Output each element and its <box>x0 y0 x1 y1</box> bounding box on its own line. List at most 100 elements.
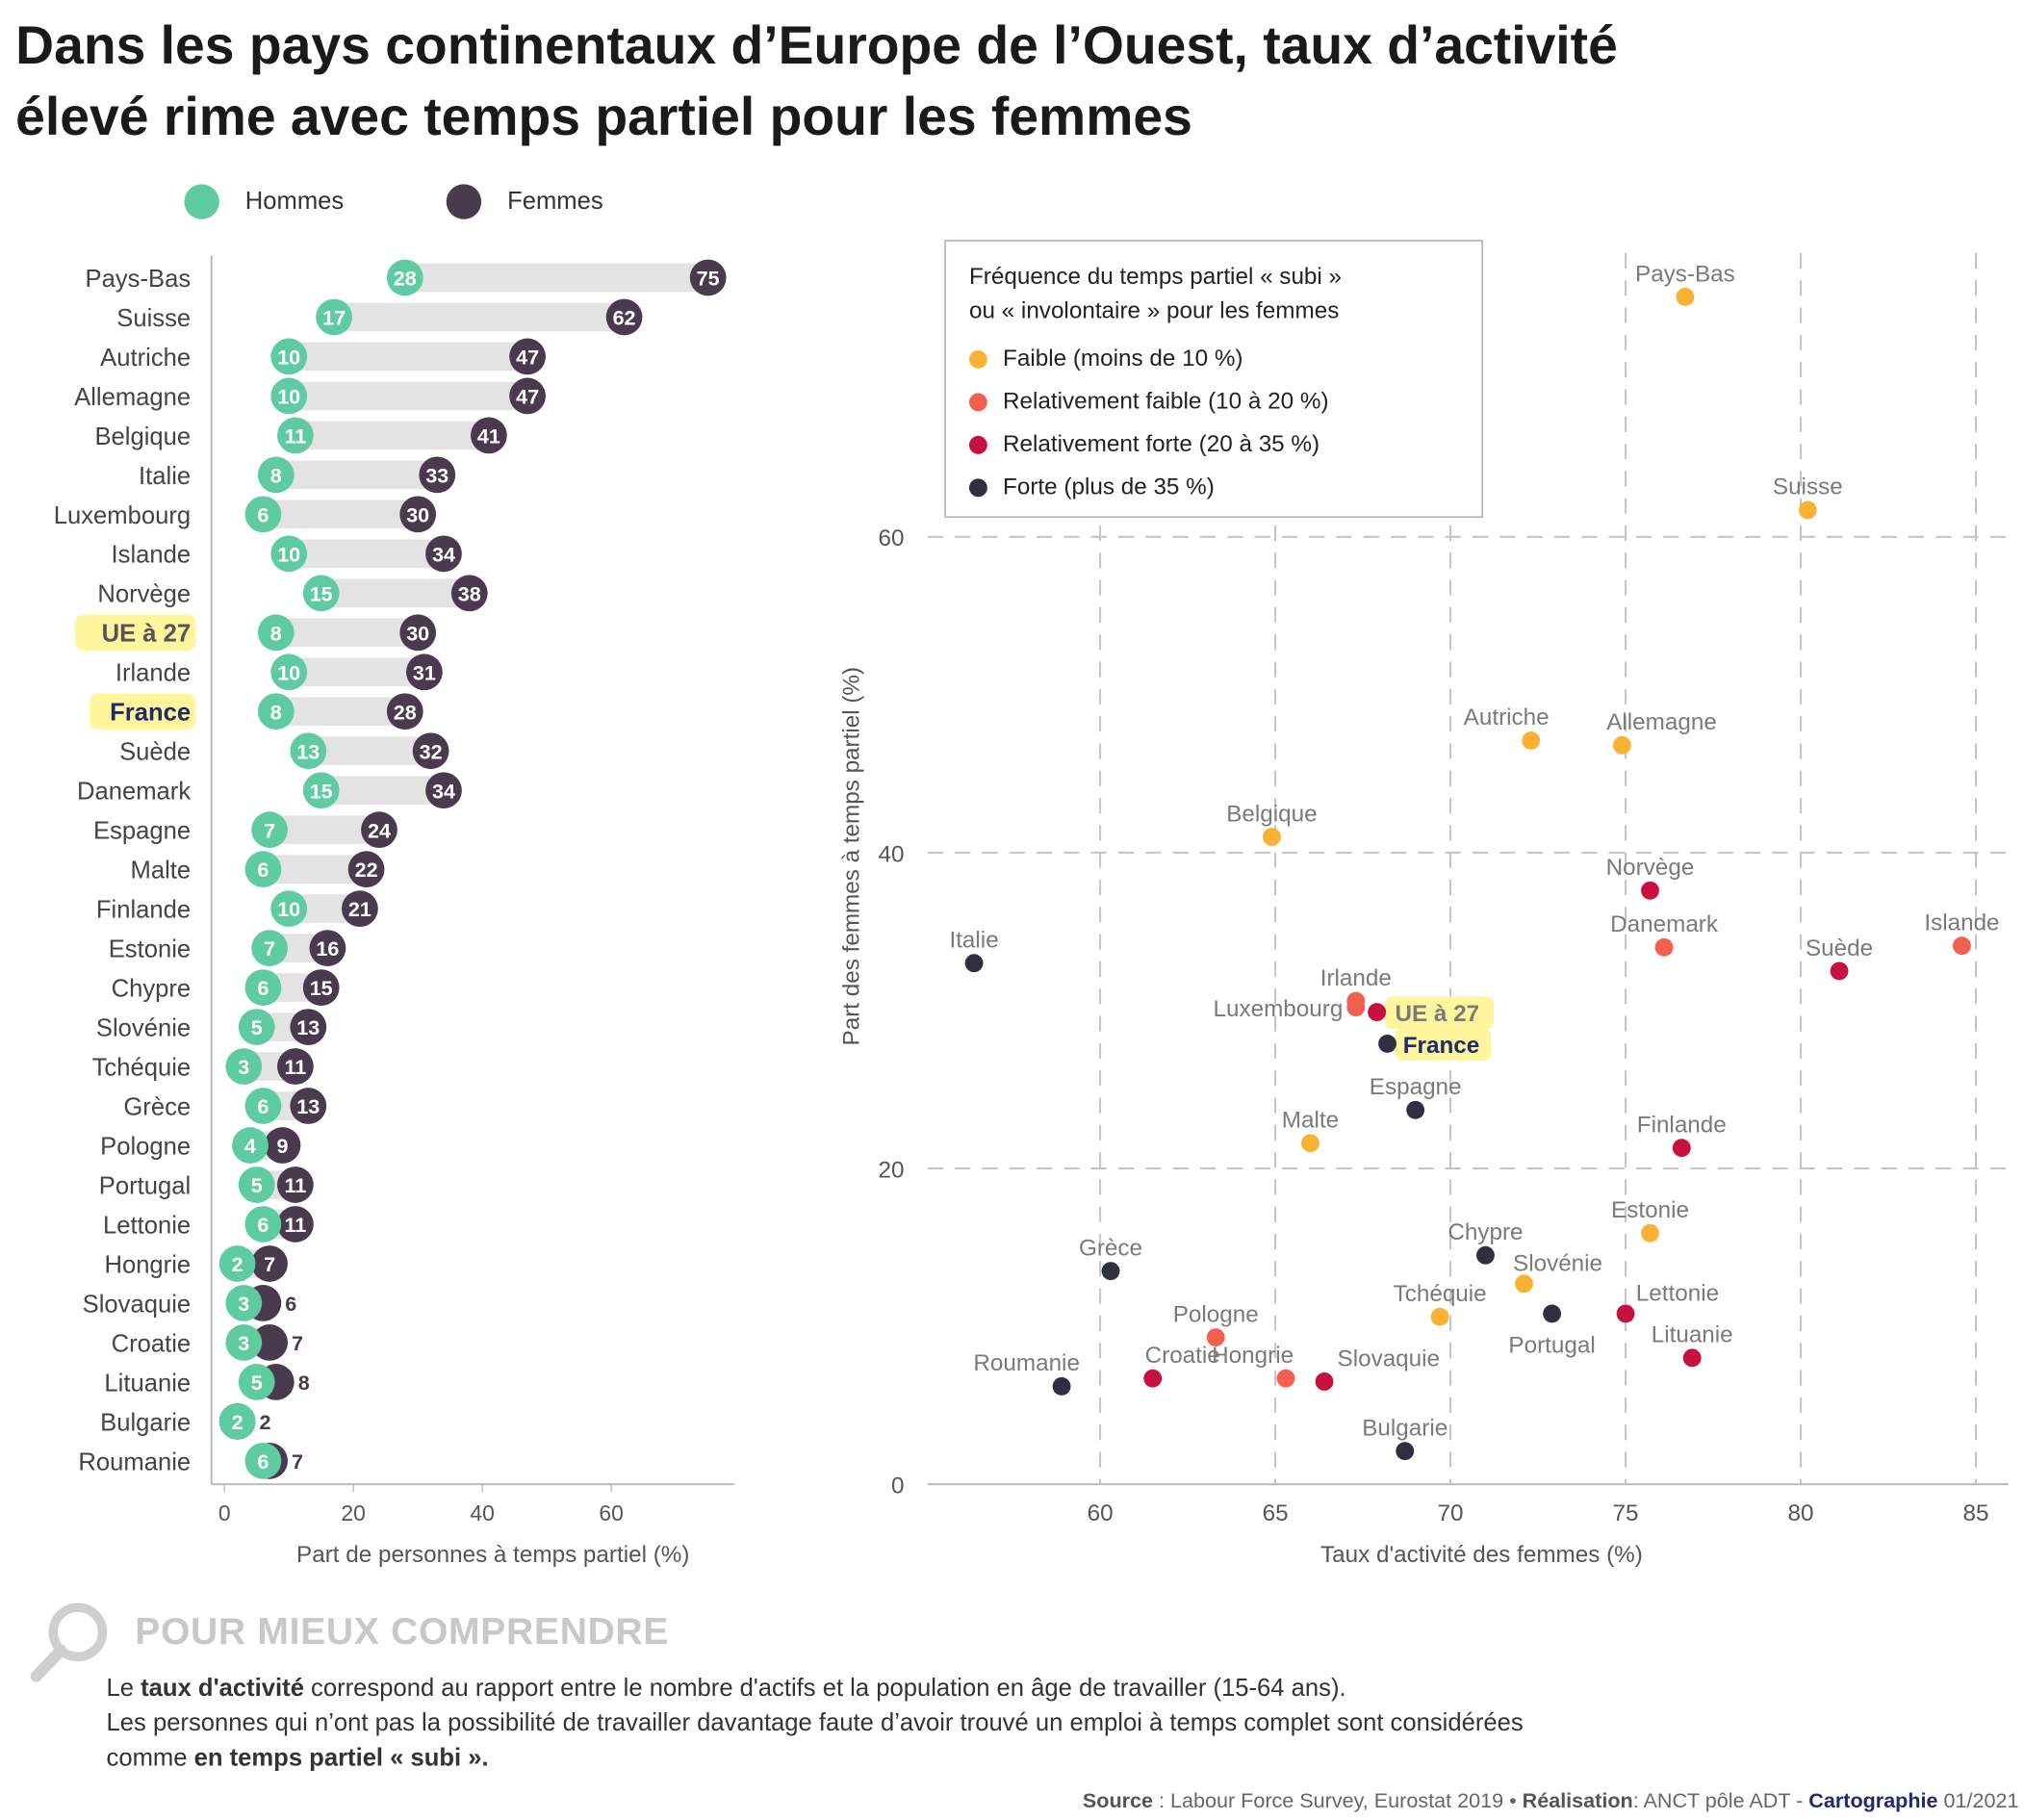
x-axis-label: Part de personnes à temps partiel (%) <box>296 1542 689 1568</box>
hommes-dot <box>257 614 295 652</box>
x-tick-label: 60 <box>1088 1500 1114 1526</box>
range-bar <box>289 342 528 372</box>
t: comme <box>106 1745 194 1773</box>
femmes-value: 31 <box>413 660 436 684</box>
point-label: Chypre <box>1448 1219 1523 1245</box>
femmes-dot <box>689 259 727 296</box>
x-tick-label: 85 <box>1963 1500 1989 1526</box>
country-label: UE à 27 <box>102 621 192 648</box>
hommes-dot <box>270 890 308 928</box>
legend-title-2: ou « involontaire » pour les femmes <box>968 296 1340 323</box>
highlight-box <box>90 693 196 731</box>
femmes-dot <box>290 1088 327 1124</box>
t: : ANCT pôle ADT - <box>1632 1790 1809 1813</box>
dumbbell-row: Pologne 94 <box>100 1127 301 1164</box>
femmes-value: 32 <box>420 739 443 763</box>
scatter-point: Lituanie <box>1652 1322 1733 1368</box>
dumbbell-row: Lettonie 11 6 <box>103 1206 314 1243</box>
range-bar <box>275 460 438 490</box>
femmes-dot <box>386 693 423 731</box>
country-label: Suède <box>119 739 191 766</box>
scatter-point: Luxembourg <box>1214 996 1366 1022</box>
country-label: France <box>110 700 191 727</box>
scatter-point: France <box>1378 1028 1492 1061</box>
femmes-value: 15 <box>310 976 333 1000</box>
hommes-dot <box>270 338 308 375</box>
scatter-point: Allemagne <box>1606 709 1717 755</box>
country-label: Slovénie <box>96 1015 191 1042</box>
country-label: Finlande <box>96 897 191 924</box>
t: Réalisation <box>1522 1790 1633 1813</box>
t: en temps partiel « subi ». <box>193 1745 489 1773</box>
point-marker <box>1641 881 1659 900</box>
x-tick-label: 65 <box>1263 1500 1289 1526</box>
range-bar <box>289 539 444 569</box>
femmes-value: 7 <box>292 1449 303 1474</box>
hommes-value: 11 <box>285 423 307 448</box>
femmes-dot <box>419 456 456 494</box>
country-label: Slovaquie <box>83 1291 191 1318</box>
magnifier-icon <box>30 1602 108 1682</box>
hommes-value: 15 <box>310 779 333 803</box>
legend-item-forte: Forte (plus de 35 %) <box>968 466 1458 508</box>
femmes-dot <box>277 1206 314 1243</box>
t: correspond au rapport entre le nombre d'… <box>303 1675 1346 1703</box>
hommes-dot <box>244 851 282 888</box>
country-label: Espagne <box>93 818 191 845</box>
range-bar <box>295 421 489 450</box>
point-label: Malte <box>1282 1108 1339 1134</box>
point-marker <box>1676 288 1695 306</box>
hommes-dot <box>238 1166 275 1203</box>
hommes-dot <box>270 535 308 573</box>
dumbbell-row: Roumanie 76 <box>78 1442 303 1479</box>
femmes-dot <box>277 1166 314 1203</box>
femmes-value: 22 <box>355 858 378 882</box>
scatter-point: Espagne <box>1370 1074 1462 1119</box>
point-marker <box>1682 1348 1702 1368</box>
scatter-point: Suède <box>1806 936 1873 981</box>
rel-faible-swatch-icon <box>968 392 987 411</box>
range-bar <box>308 736 431 766</box>
range-bar <box>269 815 379 845</box>
dumbbell-chart: 0 20 40 60 Part de personnes à temps partiel… <box>54 255 734 1568</box>
point-label: Norvège <box>1606 855 1695 881</box>
femmes-value: 33 <box>425 463 448 487</box>
femmes-value: 41 <box>477 423 500 448</box>
point-label: Tchéquie <box>1394 1281 1487 1307</box>
femmes-dot <box>399 614 437 652</box>
title-line-1: Dans les pays continentaux d’Europe de l… <box>15 15 1618 76</box>
x-tick-label: 80 <box>1788 1500 1814 1526</box>
dumbbell-row: Hongrie 72 <box>104 1245 288 1282</box>
hommes-dot <box>257 693 295 731</box>
point-marker <box>1612 735 1631 755</box>
hommes-value: 8 <box>270 621 282 645</box>
legend-label: Relativement faible (10 à 20 %) <box>1003 388 1329 415</box>
femmes-value: 9 <box>277 1134 289 1158</box>
dumbbell-row: Islande 34 10 <box>112 535 462 573</box>
point-label: France <box>1403 1033 1480 1059</box>
point-label: Grèce <box>1079 1235 1142 1261</box>
femmes-value: 30 <box>406 621 429 645</box>
point-marker <box>1263 828 1281 846</box>
hommes-value: 8 <box>270 463 282 487</box>
femmes-dot <box>425 772 462 809</box>
hommes-dot <box>270 654 308 691</box>
point-label: Suède <box>1806 936 1873 961</box>
range-bar <box>263 500 419 529</box>
legend-label: Relativement forte (20 à 35 %) <box>1003 430 1320 457</box>
legend-item-faible: Faible (moins de 10 %) <box>968 337 1458 379</box>
understand-heading: POUR MIEUX COMPRENDRE <box>135 1611 670 1653</box>
femmes-value: 28 <box>394 700 417 724</box>
scatter-point: Islande <box>1924 910 2000 956</box>
femmes-dot <box>342 890 378 928</box>
range-bar <box>275 618 419 648</box>
hommes-value: 6 <box>257 976 269 1000</box>
femmes-value: 34 <box>432 542 455 566</box>
x-tick-label: 70 <box>1438 1500 1464 1526</box>
point-marker <box>1301 1134 1319 1153</box>
hommes-dot <box>244 969 282 1006</box>
femmes-value: 62 <box>613 306 636 330</box>
dumbbell-row: Croatie 7 3 <box>112 1324 303 1361</box>
scatter-point: Bulgarie <box>1362 1415 1448 1461</box>
hommes-dot <box>238 1364 275 1400</box>
